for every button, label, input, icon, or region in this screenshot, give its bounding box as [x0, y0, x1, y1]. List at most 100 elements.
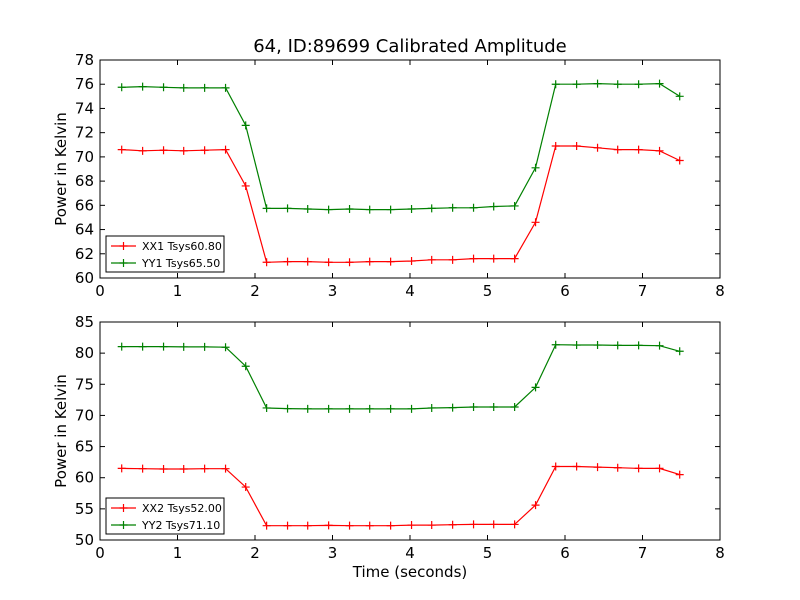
- data-point: [365, 404, 374, 413]
- plot-frame: [99, 321, 721, 541]
- data-point: [386, 205, 395, 214]
- data-point: [531, 383, 540, 392]
- series-xx1: [117, 141, 684, 267]
- data-point: [407, 521, 416, 530]
- data-point: [179, 464, 188, 473]
- data-point: [593, 341, 602, 350]
- y-axis-label: Power in Kelvin: [52, 374, 70, 488]
- y-tick-label: 70: [75, 148, 94, 166]
- x-tick-label: 7: [638, 282, 648, 300]
- x-tick-label: 1: [173, 282, 183, 300]
- data-point: [613, 341, 622, 350]
- data-point: [551, 340, 560, 349]
- data-point: [655, 146, 664, 155]
- data-point: [572, 141, 581, 150]
- data-point: [159, 342, 168, 351]
- data-point: [159, 146, 168, 155]
- data-point: [489, 403, 498, 412]
- legend: XX1 Tsys60.80 YY1 Tsys65.50: [105, 235, 225, 273]
- data-point: [531, 501, 540, 510]
- legend: XX2 Tsys52.00 YY2 Tsys71.10: [105, 497, 225, 535]
- data-point: [489, 202, 498, 211]
- data-point: [324, 258, 333, 267]
- data-point: [551, 462, 560, 471]
- data-point: [407, 257, 416, 266]
- data-point: [345, 404, 354, 413]
- data-point: [675, 347, 684, 356]
- data-point: [427, 204, 436, 213]
- data-point: [634, 341, 643, 350]
- data-point: [241, 181, 250, 190]
- data-point: [241, 483, 250, 492]
- data-point: [593, 463, 602, 472]
- data-point: [613, 463, 622, 472]
- x-tick-label: 8: [715, 282, 725, 300]
- data-point: [365, 205, 374, 214]
- data-point: [200, 146, 209, 155]
- data-point: [262, 521, 271, 530]
- y-tick-label: 68: [75, 172, 94, 190]
- y-tick-label: 62: [75, 245, 94, 263]
- x-tick-label: 2: [250, 544, 260, 562]
- legend-label: XX1 Tsys60.80: [142, 240, 222, 253]
- series-xx2: [117, 462, 684, 530]
- data-point: [138, 342, 147, 351]
- data-point: [138, 146, 147, 155]
- data-point: [427, 403, 436, 412]
- x-tick-label: 6: [560, 544, 570, 562]
- data-point: [117, 342, 126, 351]
- y-tick-label: 64: [75, 221, 94, 239]
- data-point: [510, 520, 519, 529]
- data-point: [303, 521, 312, 530]
- data-point: [159, 464, 168, 473]
- x-tick-label: 0: [95, 544, 105, 562]
- data-point: [613, 80, 622, 89]
- legend-marker: [119, 259, 128, 267]
- x-axis-label: Time (seconds): [352, 563, 468, 581]
- y-tick-label: 60: [75, 269, 94, 287]
- data-point: [159, 83, 168, 92]
- data-point: [407, 404, 416, 413]
- x-tick-label: 3: [328, 282, 338, 300]
- data-point: [179, 146, 188, 155]
- chart-2: 0 1 2 3 4 5 6 7 8 50 55 60 65 70 75 80 85 Power in Kelvin…: [52, 313, 725, 581]
- series-line: [121, 82, 681, 211]
- data-point: [531, 218, 540, 227]
- data-point: [448, 520, 457, 529]
- data-point: [634, 464, 643, 473]
- data-point: [427, 255, 436, 264]
- data-point: [345, 521, 354, 530]
- series-line: [121, 465, 680, 527]
- data-point: [303, 204, 312, 213]
- legend-box: [105, 235, 225, 273]
- data-point: [469, 254, 478, 263]
- data-point: [675, 92, 684, 101]
- data-point: [634, 80, 643, 89]
- x-tick-label: 3: [328, 544, 338, 562]
- data-point: [324, 404, 333, 413]
- data-point: [407, 204, 416, 213]
- data-point: [386, 404, 395, 413]
- data-point: [345, 204, 354, 213]
- x-tick-label: 5: [483, 544, 493, 562]
- y-tick-label: 76: [75, 75, 94, 93]
- data-point: [262, 258, 271, 267]
- data-point: [510, 201, 519, 210]
- data-point: [510, 403, 519, 412]
- data-point: [613, 145, 622, 154]
- y-tick-label: 72: [75, 124, 94, 142]
- data-point: [593, 143, 602, 152]
- y-tick-label: 60: [75, 469, 94, 487]
- data-point: [179, 342, 188, 351]
- data-point: [386, 257, 395, 266]
- data-point: [345, 258, 354, 267]
- data-point: [200, 83, 209, 92]
- data-point: [634, 145, 643, 154]
- y-tick-label: 66: [75, 196, 94, 214]
- data-point: [324, 205, 333, 214]
- series-line: [121, 344, 680, 410]
- data-point: [117, 83, 126, 92]
- data-point: [427, 521, 436, 530]
- data-point: [200, 342, 209, 351]
